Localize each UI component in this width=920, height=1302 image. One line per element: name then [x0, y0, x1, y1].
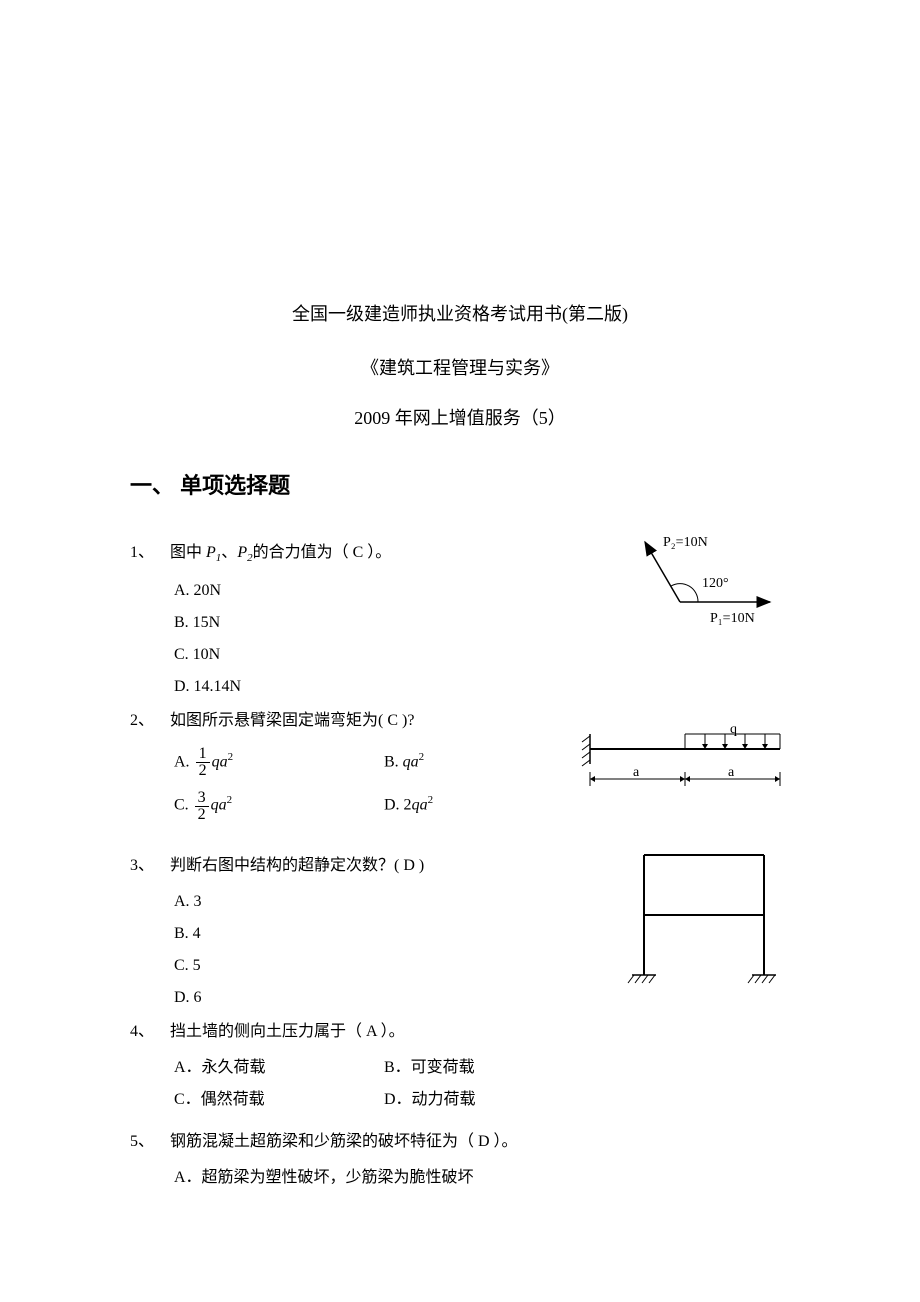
- q4-options: A．永久荷载 B．可变荷载 C．偶然荷载 D．动力荷载: [130, 1055, 790, 1113]
- q2-beam-diagram-icon: q a a: [570, 724, 800, 814]
- doc-title: 全国一级建造师执业资格考试用书(第二版): [130, 300, 790, 326]
- question-3: 3、 判断右图中结构的超静定次数？( D ) A. 3 B. 4 C. 5 D.…: [130, 851, 790, 1011]
- q2-a-pre: A.: [174, 754, 194, 771]
- q2-c-den: 2: [195, 807, 209, 823]
- q2-opt-c: C. 32qa2: [174, 787, 384, 822]
- q2-a-num: 1: [196, 746, 210, 763]
- q2-a1-label: a: [633, 765, 640, 780]
- q5-opt-a: A．超筋梁为塑性破坏，少筋梁为脆性破坏: [174, 1165, 790, 1191]
- q5-number: 5、: [130, 1127, 170, 1151]
- q2-a-qa: qa: [212, 754, 228, 771]
- service-line: 2009 年网上增值服务（5）: [130, 404, 790, 430]
- q1-force-diagram-icon: P₂=10N 120° P₁=10N: [600, 532, 800, 632]
- q1-p2: P: [237, 544, 247, 561]
- q1-number: 1、: [130, 538, 170, 562]
- q5-options: A．超筋梁为塑性破坏，少筋梁为脆性破坏: [130, 1165, 790, 1191]
- q4-number: 4、: [130, 1017, 170, 1041]
- section-number: 一、: [130, 473, 174, 498]
- q2-c-pre: C.: [174, 797, 193, 814]
- question-1: 1、 图中 P1、P2的合力值为（ C ）。 A. 20N B. 15N C. …: [130, 538, 790, 700]
- question-4: 4、 挡土墙的侧向土压力属于（ A ）。 A．永久荷载 B．可变荷载 C．偶然荷…: [130, 1017, 790, 1113]
- q2-c-sq: 2: [227, 794, 233, 806]
- q2-q-label: q: [730, 724, 737, 737]
- q4-opt-d: D．动力荷载: [384, 1087, 476, 1113]
- q2-figure: q a a: [570, 724, 800, 814]
- q4-opt-b: B．可变荷载: [384, 1055, 475, 1081]
- q1-opt-c: C. 10N: [174, 642, 790, 668]
- q1-post: 的合力值为（ C ）。: [253, 544, 392, 561]
- q5-stem: 钢筋混凝土超筋梁和少筋梁的破坏特征为（ D ）。: [170, 1127, 790, 1151]
- q1-p2-label: P₂=10N: [663, 535, 708, 550]
- q2-d-sq: 2: [428, 794, 434, 806]
- q2-d-qa: qa: [412, 797, 428, 814]
- q2-opt-a: A. 12qa2: [174, 744, 384, 779]
- q2-c-qa: qa: [211, 797, 227, 814]
- q2-d-pre: D. 2: [384, 797, 412, 814]
- q2-a-den: 2: [196, 763, 210, 779]
- q2-opt-b: B. qa2: [384, 744, 424, 779]
- q2-a2-label: a: [728, 765, 735, 780]
- q2-c-num: 3: [195, 790, 209, 807]
- q1-mid: 、: [221, 544, 237, 561]
- q2-b-sq: 2: [419, 751, 425, 763]
- section-heading: 一、 单项选择题: [130, 468, 790, 500]
- q4-opt-a: A．永久荷载: [174, 1055, 384, 1081]
- q2-b-qa: qa: [403, 754, 419, 771]
- q2-b-pre: B.: [384, 754, 403, 771]
- section-title: 单项选择题: [180, 473, 290, 498]
- doc-subtitle: 《建筑工程管理与实务》: [130, 354, 790, 380]
- q3-figure: [624, 845, 784, 995]
- q1-p1-label: P₁=10N: [710, 611, 755, 626]
- q1-figure: P₂=10N 120° P₁=10N: [600, 532, 800, 632]
- q3-number: 3、: [130, 851, 170, 875]
- q1-stem-pre: 图中: [170, 544, 206, 561]
- q2-number: 2、: [130, 706, 170, 730]
- q1-p1: P: [206, 544, 216, 561]
- q2-a-sq: 2: [228, 751, 234, 763]
- q2-opt-d: D. 2qa2: [384, 787, 433, 822]
- q4-stem: 挡土墙的侧向土压力属于（ A ）。: [170, 1017, 790, 1041]
- q1-angle-label: 120°: [702, 576, 729, 591]
- question-5: 5、 钢筋混凝土超筋梁和少筋梁的破坏特征为（ D ）。 A．超筋梁为塑性破坏，少…: [130, 1127, 790, 1191]
- question-2: 2、 如图所示悬臂梁固定端弯矩为( C )? A. 12qa2 B. qa2 C…: [130, 706, 790, 822]
- q3-frame-diagram-icon: [624, 845, 784, 995]
- q4-opt-c: C．偶然荷载: [174, 1087, 384, 1113]
- q1-opt-d: D. 14.14N: [174, 674, 790, 700]
